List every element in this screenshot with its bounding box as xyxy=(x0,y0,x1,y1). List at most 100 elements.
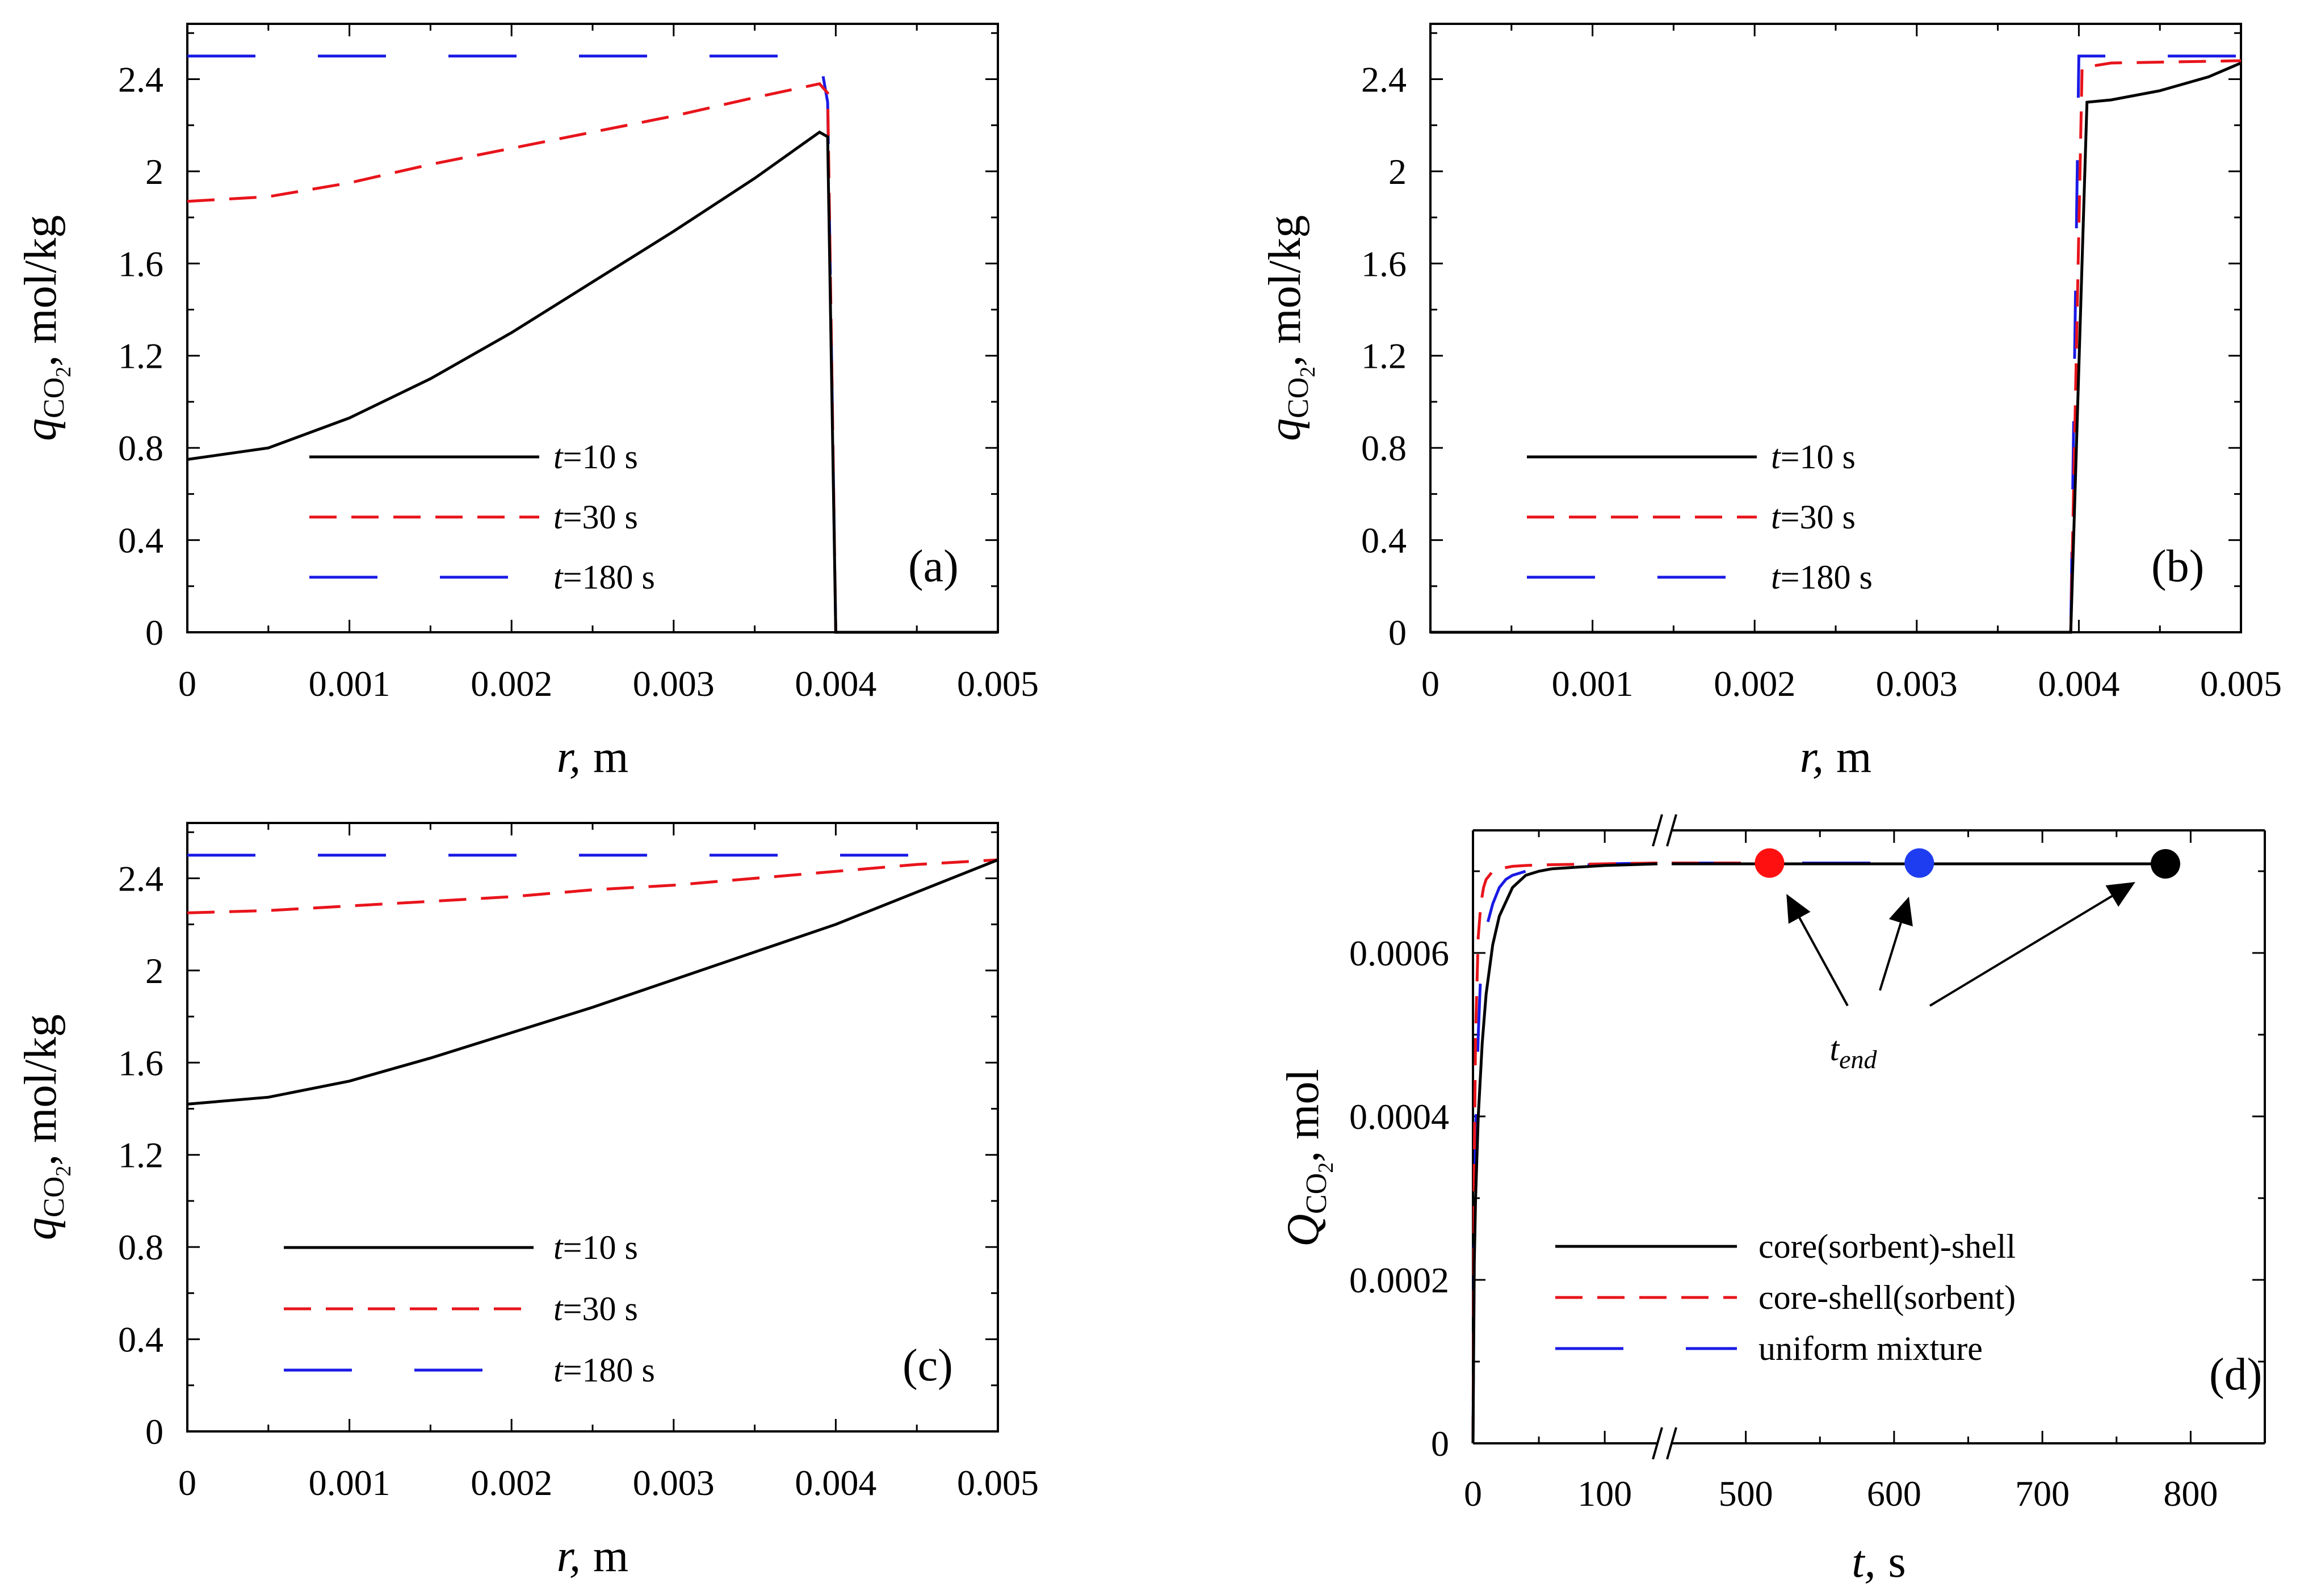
series-line xyxy=(1430,54,2241,634)
legend-label-t30: t=30 s xyxy=(553,1290,638,1328)
y-tick-label: 1.2 xyxy=(1361,336,1407,376)
arrow-head xyxy=(1786,893,1811,924)
y-tick-labels: 0 0.0002 0.0004 0.0006 xyxy=(1349,933,1449,1464)
x-tick-label: 0 xyxy=(178,663,196,704)
x-tick-label: 0.004 xyxy=(795,663,876,704)
panel-label: (d) xyxy=(2209,1350,2262,1400)
arrow-shaft xyxy=(1879,922,1902,991)
ticks xyxy=(1429,24,2242,633)
x-axis-title: r, m xyxy=(557,732,629,782)
end-marker xyxy=(1904,848,1934,878)
x-tick-label: 0.001 xyxy=(309,1463,391,1503)
y-tick-label: 0.4 xyxy=(118,520,163,561)
y-tick-label: 2 xyxy=(145,152,163,192)
x-tick-labels: 0 100 500 600 700 800 xyxy=(1464,1473,2218,1514)
series-line xyxy=(187,130,998,634)
x-tick-label: 0.005 xyxy=(957,663,1039,704)
t-end-annotation: tend xyxy=(1829,1030,1877,1074)
y-tick-label: 2.4 xyxy=(118,59,163,99)
y-tick-label: 0 xyxy=(145,1412,163,1452)
legend-label-t180: t=180 s xyxy=(1771,558,1873,596)
y-tick-label: 0.4 xyxy=(1361,520,1407,561)
series-group xyxy=(1430,54,2242,634)
x-tick-label: 100 xyxy=(1577,1473,1632,1514)
legend-label-core-shell-sorbent: core-shell(sorbent) xyxy=(1758,1279,2016,1316)
y-axis-title: qCO2, mol/kg xyxy=(16,1014,75,1240)
x-tick-label: 0 xyxy=(1464,1473,1482,1514)
y-tick-labels: 0 0.4 0.8 1.2 1.6 2 2.4 xyxy=(118,59,163,653)
x-tick-label: 500 xyxy=(1719,1473,1773,1514)
y-axis-title: qCO2, mol/kg xyxy=(16,215,75,441)
x-tick-label: 0.003 xyxy=(1876,663,1958,704)
panel-label: (c) xyxy=(903,1341,953,1391)
legend-label-t10: t=10 s xyxy=(1771,438,1856,476)
y-tick-label: 2.4 xyxy=(1361,59,1407,99)
y-tick-labels: 0 0.4 0.8 1.2 1.6 2 2.4 xyxy=(118,858,163,1452)
legend: t=10 s t=30 s t=180 s xyxy=(1527,438,1873,596)
y-tick-label: 1.6 xyxy=(118,243,163,284)
x-tick-label: 700 xyxy=(2015,1473,2070,1514)
x-tick-label: 0.003 xyxy=(633,1463,715,1503)
y-axis-title: qCO2, mol/kg xyxy=(1260,215,1320,441)
series-line xyxy=(1430,61,2242,634)
x-axis-title: t, s xyxy=(1852,1537,1906,1587)
end-marker xyxy=(2150,849,2180,879)
arrow-head xyxy=(2105,882,2135,907)
chart-panel-d: 0 100 500 600 700 800 0 0.0002 0.0004 0.… xyxy=(1278,814,2266,1587)
axis-break-mark xyxy=(1652,814,1663,847)
y-tick-label: 0 xyxy=(145,612,163,653)
x-tick-labels: 0 0.001 0.002 0.003 0.004 0.005 xyxy=(1421,663,2282,704)
end-marker xyxy=(1755,848,1785,878)
y-tick-label: 0.4 xyxy=(118,1320,163,1360)
x-tick-label: 0.002 xyxy=(1714,663,1795,704)
y-tick-labels: 0 0.4 0.8 1.2 1.6 2 2.4 xyxy=(1361,59,1407,653)
legend-label-uniform-mixture: uniform mixture xyxy=(1758,1330,1983,1367)
chart-panel-b: 0 0.001 0.002 0.003 0.004 0.005 0 0.4 0.… xyxy=(1260,23,2282,782)
x-axis-title: r, m xyxy=(557,1531,629,1581)
arrow-head xyxy=(1888,896,1913,927)
series-group xyxy=(187,854,998,1106)
axis-break-mark xyxy=(1666,1427,1677,1460)
plot-frame xyxy=(186,822,999,1433)
series-line xyxy=(1430,59,2242,634)
legend-label-t30: t=30 s xyxy=(553,498,638,536)
x-tick-label: 0.002 xyxy=(471,1463,552,1503)
y-tick-label: 2 xyxy=(145,951,163,991)
series-line xyxy=(187,858,998,1106)
end-markers xyxy=(1755,848,2180,879)
y-tick-label: 0.0002 xyxy=(1349,1260,1449,1300)
y-tick-label: 2 xyxy=(1388,152,1407,192)
panel-label: (a) xyxy=(908,541,959,591)
x-tick-labels: 0 0.001 0.002 0.003 0.004 0.005 xyxy=(178,663,1039,704)
x-tick-label: 600 xyxy=(1867,1473,1921,1514)
legend-label-t180: t=180 s xyxy=(553,1351,655,1389)
arrow-shaft xyxy=(1929,895,2113,1007)
x-tick-label: 0.005 xyxy=(2200,663,2282,704)
x-tick-labels: 0 0.001 0.002 0.003 0.004 0.005 xyxy=(178,1463,1039,1503)
plot-frame xyxy=(1429,23,2242,633)
y-axis-title: QCO2, mol xyxy=(1278,1069,1338,1246)
panel-label: (b) xyxy=(2151,541,2204,591)
legend-label-t30: t=30 s xyxy=(1771,498,1856,536)
x-tick-label: 0 xyxy=(1421,663,1439,704)
y-tick-label: 1.2 xyxy=(118,336,163,376)
series-line xyxy=(1471,862,1658,1444)
legend: t=10 s t=30 s t=180 s xyxy=(309,438,655,596)
ticks xyxy=(186,24,999,633)
series-line xyxy=(187,82,998,634)
series-group xyxy=(187,54,998,634)
axis-break-mark xyxy=(1666,814,1677,847)
y-tick-label: 0 xyxy=(1431,1423,1449,1464)
x-tick-label: 0.005 xyxy=(957,1463,1039,1503)
y-tick-label: 0.8 xyxy=(118,428,163,468)
x-tick-label: 0.004 xyxy=(795,1463,876,1503)
series-line xyxy=(1471,862,1658,1444)
y-tick-label: 2.4 xyxy=(118,858,163,898)
series-line xyxy=(187,858,998,914)
legend-label-core-sorbent-shell: core(sorbent)-shell xyxy=(1758,1228,2016,1265)
x-tick-label: 800 xyxy=(2163,1473,2218,1514)
chart-panel-c: 0 0.001 0.002 0.003 0.004 0.005 0 0.4 0.… xyxy=(16,822,1039,1581)
y-tick-label: 1.2 xyxy=(118,1135,163,1175)
x-tick-label: 0 xyxy=(178,1463,196,1503)
x-tick-label: 0.001 xyxy=(309,663,391,704)
